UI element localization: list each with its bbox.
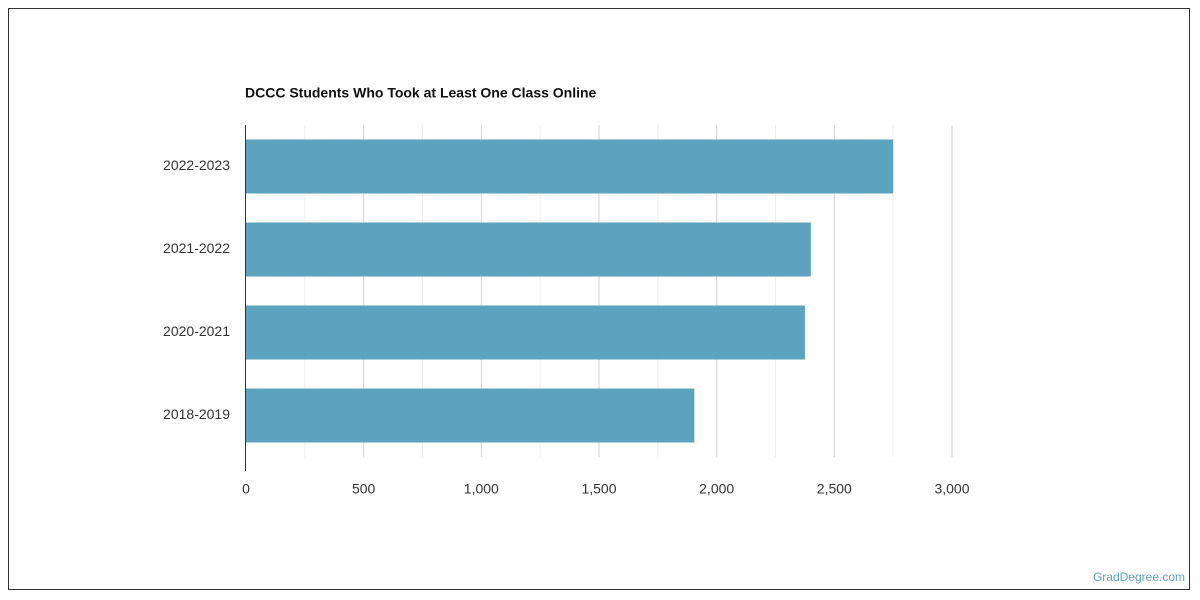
x-tick-label: 1,000 xyxy=(464,481,499,497)
bar xyxy=(246,305,805,360)
chart-title: DCCC Students Who Took at Least One Clas… xyxy=(245,85,597,101)
y-tick-label: 2022-2023 xyxy=(163,157,230,173)
x-tick-label: 3,000 xyxy=(934,481,969,497)
source-link[interactable]: GradDegree.com xyxy=(1093,570,1185,584)
x-tick-label: 2,500 xyxy=(817,481,852,497)
x-tick-label: 2,000 xyxy=(699,481,734,497)
bar xyxy=(246,222,811,277)
x-tick-label: 500 xyxy=(352,481,376,497)
y-tick-label: 2018-2019 xyxy=(163,406,230,422)
bar xyxy=(246,388,695,443)
y-tick-label: 2020-2021 xyxy=(163,323,230,339)
y-tick-label: 2021-2022 xyxy=(163,240,230,256)
x-tick-label: 1,500 xyxy=(581,481,616,497)
x-tick-label: 0 xyxy=(242,481,250,497)
bar xyxy=(246,139,894,194)
